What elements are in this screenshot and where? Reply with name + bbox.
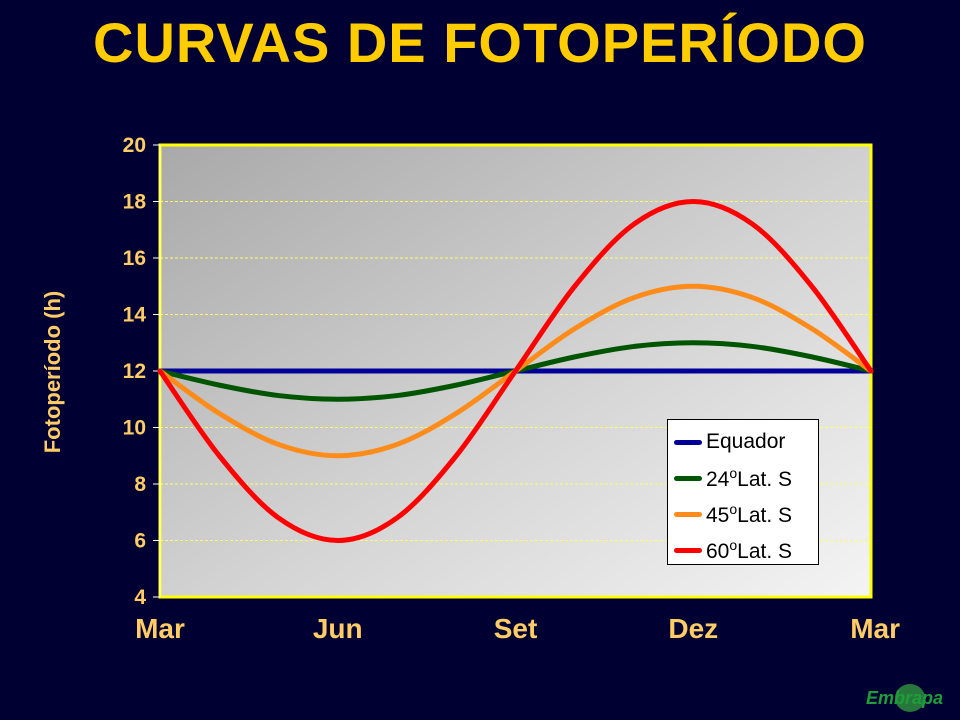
- series-line-60-lat-s: [157, 198, 874, 544]
- y-tick-labels: 20 18 16 14 12 10 8 6 4: [123, 134, 160, 609]
- legend-item-equador: Equador: [674, 424, 812, 460]
- legend-item-60-lat-s: 60oLat. S: [674, 532, 812, 568]
- legend-label-45-lat-s: 45oLat. S: [706, 500, 793, 527]
- y-axis-label: Fotoperíodo (h): [40, 290, 65, 454]
- legend-label-24-lat-s: 24oLat. S: [706, 464, 793, 491]
- legend-label-60-lat-s: 60oLat. S: [706, 536, 793, 563]
- x-tick-label-0: Mar: [135, 613, 185, 644]
- x-tick-labels: Mar Jun Set Dez Mar: [135, 613, 900, 644]
- y-tick-label-4: 4: [134, 586, 146, 609]
- x-tick-label-4: Mar: [850, 613, 900, 644]
- legend-item-45-lat-s: 45oLat. S: [674, 496, 812, 532]
- page-title: CURVAS DE FOTOPERÍODO: [93, 11, 867, 74]
- legend-item-24-lat-s: 24oLat. S: [674, 460, 812, 496]
- x-tick-label-1: Jun: [313, 613, 363, 644]
- legend-swatch-45-lat-s: [674, 511, 702, 517]
- legend-swatch-equador: [674, 439, 702, 445]
- y-tick-label-14: 14: [123, 304, 147, 327]
- legend-label-equador: Equador: [706, 430, 786, 453]
- data-series: [157, 198, 874, 544]
- y-tick-label-10: 10: [123, 417, 146, 440]
- legend-swatch-60-lat-s: [674, 547, 702, 553]
- embrapa-logo: Embrapa: [866, 688, 944, 708]
- embrapa-logo-mark: [895, 684, 925, 712]
- y-tick-label-16: 16: [123, 247, 146, 270]
- y-tick-label-18: 18: [123, 191, 147, 214]
- y-tick-label-20: 20: [123, 134, 146, 157]
- legend-swatch-24-lat-s: [674, 475, 702, 481]
- x-tick-label-3: Dez: [668, 613, 718, 644]
- legend: Equador 24oLat. S 45oLat. S 60oLat. S: [667, 419, 819, 565]
- y-tick-label-12: 12: [123, 360, 146, 383]
- y-tick-label-6: 6: [134, 530, 146, 553]
- x-tick-label-2: Set: [494, 613, 538, 644]
- y-tick-label-8: 8: [134, 473, 146, 496]
